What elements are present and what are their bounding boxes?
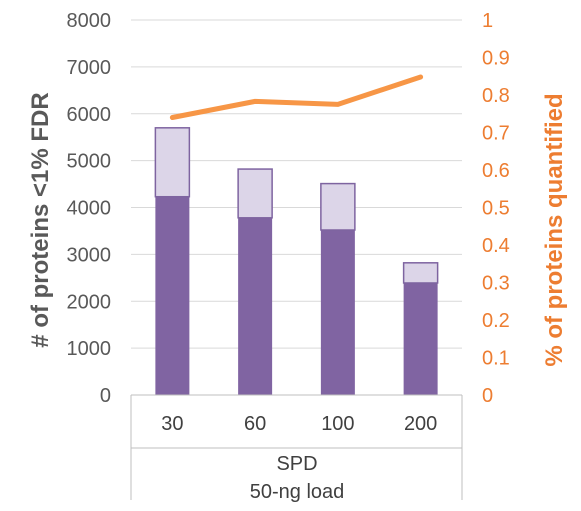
y2-tick-label: 0.3	[482, 273, 510, 295]
y2-tick-label: 0.2	[482, 310, 510, 332]
bar-upper-segment	[154, 127, 191, 198]
y2-tick-label: 0.6	[482, 160, 510, 182]
y-tick-label: 4000	[67, 198, 112, 220]
y2-tick-label: 0.1	[482, 348, 510, 370]
y2-tick-label: 0.4	[482, 235, 510, 257]
bar-upper-segment	[320, 182, 356, 231]
y-tick-label: 3000	[67, 244, 112, 266]
y-tick-label: 5000	[67, 151, 112, 173]
category-label: 200	[404, 413, 437, 435]
y2-tick-label: 0.9	[482, 48, 510, 70]
y-tick-label: 7000	[67, 57, 112, 79]
category-label: 100	[321, 413, 354, 435]
quantified-series-line	[169, 74, 424, 120]
y2-tick-label: 0.5	[482, 198, 510, 220]
y2-tick-label: 0	[482, 385, 493, 407]
bar-upper-segment	[237, 168, 273, 219]
group-label-line-2: 50-ng load	[250, 481, 345, 503]
y2-axis-title: % of proteins quantified	[541, 93, 568, 366]
axes	[130, 394, 463, 500]
category-label: 60	[244, 413, 266, 435]
y-tick-label: 2000	[67, 291, 112, 313]
bar-lower-segment	[403, 282, 438, 395]
y2-tick-label: 1	[482, 10, 493, 32]
bar-lower-segment	[320, 230, 355, 395]
left-axis-ticks: 0 1000 2000 3000 4000 5000 6000 7000 8000	[67, 10, 112, 407]
y2-tick-label: 0.8	[482, 85, 510, 107]
bar-lower-segment	[238, 217, 273, 395]
y-axis-title: # of proteins <1% FDR	[27, 92, 54, 347]
bars	[154, 127, 439, 395]
y-tick-label: 0	[100, 385, 111, 407]
quantified-line	[169, 74, 424, 120]
y2-tick-label: 0.7	[482, 123, 510, 145]
category-labels: 30 60 100 200	[161, 413, 437, 435]
right-axis-ticks: 0 0.1 0.2 0.3 0.4 0.5 0.6 0.7 0.8 0.9 1	[482, 10, 510, 407]
y-tick-label: 1000	[67, 338, 112, 360]
bar-lower-segment	[155, 196, 190, 395]
y-tick-label: 8000	[67, 10, 112, 32]
y-tick-label: 6000	[67, 104, 112, 126]
group-label-line-1: SPD	[276, 453, 317, 475]
category-label: 30	[161, 413, 183, 435]
bar-upper-segment	[402, 262, 439, 284]
